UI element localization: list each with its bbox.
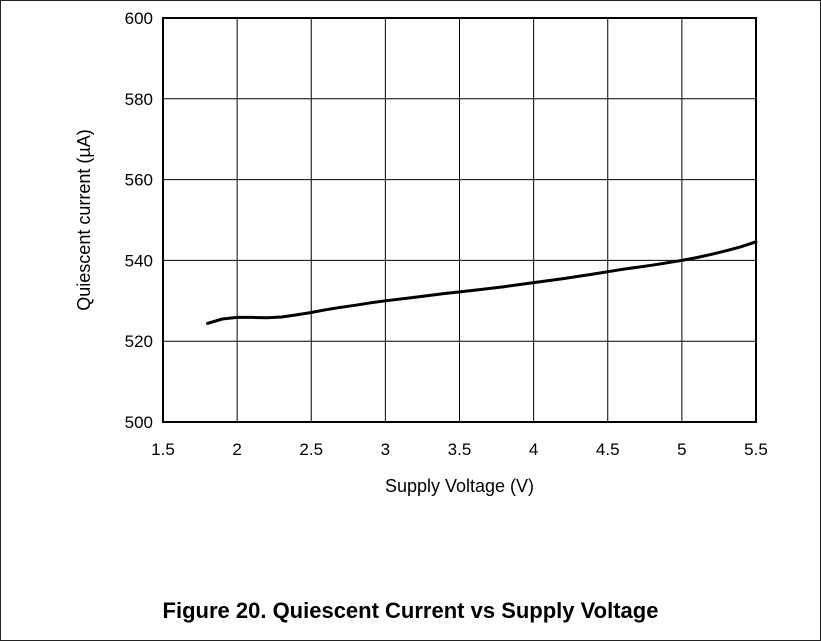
grid-lines (163, 18, 756, 422)
x-tick-label: 1.5 (151, 440, 175, 459)
y-tick-label: 500 (125, 413, 153, 432)
x-axis-label: Supply Voltage (V) (385, 476, 534, 496)
y-axis-label: Quiescent current (µA) (74, 129, 94, 310)
x-tick-labels: 1.5 2 2.5 3 3.5 4 4.5 5 5.5 (151, 440, 768, 459)
x-tick-label: 2 (232, 440, 241, 459)
x-tick-label: 3 (381, 440, 390, 459)
y-tick-label: 560 (125, 171, 153, 190)
y-tick-label: 520 (125, 332, 153, 351)
y-tick-labels: 500 520 540 560 580 600 (125, 9, 153, 432)
y-tick-label: 580 (125, 90, 153, 109)
x-tick-label: 5.5 (744, 440, 768, 459)
x-tick-label: 4.5 (596, 440, 620, 459)
figure-caption: Figure 20. Quiescent Current vs Supply V… (162, 598, 659, 623)
series-line (206, 240, 758, 325)
y-tick-label: 540 (125, 251, 153, 270)
x-tick-label: 3.5 (448, 440, 472, 459)
plot-area (162, 17, 757, 423)
series-group (206, 240, 758, 325)
y-tick-label: 600 (125, 9, 153, 28)
x-tick-label: 2.5 (299, 440, 323, 459)
x-tick-label: 5 (677, 440, 686, 459)
x-tick-label: 4 (529, 440, 538, 459)
